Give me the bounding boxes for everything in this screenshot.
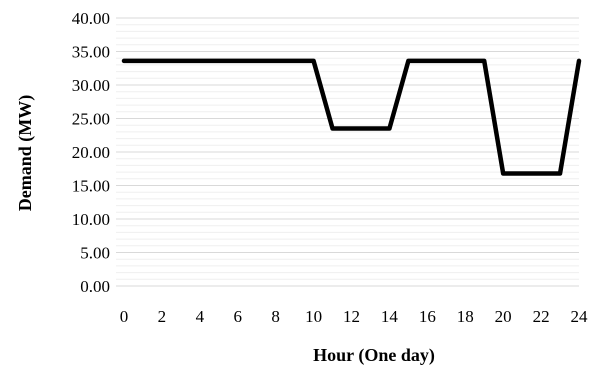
y-tick-label: 0.00 xyxy=(80,277,110,296)
x-axis-ticks: 0 2 4 6 8 10 12 14 16 18 20 22 24 xyxy=(120,307,588,326)
x-tick-label: 2 xyxy=(158,307,167,326)
y-tick-label: 40.00 xyxy=(72,9,110,28)
x-axis-title: Hour (One day) xyxy=(313,345,435,366)
x-tick-label: 6 xyxy=(234,307,243,326)
x-tick-label: 4 xyxy=(196,307,205,326)
x-tick-label: 0 xyxy=(120,307,129,326)
y-axis-title: Demand (MW) xyxy=(15,95,36,211)
x-tick-label: 14 xyxy=(381,307,399,326)
y-tick-label: 30.00 xyxy=(72,76,110,95)
y-tick-label: 20.00 xyxy=(72,143,110,162)
gridlines xyxy=(116,17,579,287)
y-tick-label: 5.00 xyxy=(80,244,110,263)
x-tick-label: 10 xyxy=(305,307,322,326)
x-tick-label: 16 xyxy=(419,307,436,326)
y-tick-label: 35.00 xyxy=(72,43,110,62)
y-axis-ticks: 0.00 5.00 10.00 15.00 20.00 25.00 30.00 35.00 40… xyxy=(72,9,110,296)
x-tick-label: 18 xyxy=(457,307,474,326)
x-tick-label: 8 xyxy=(271,307,280,326)
series-group xyxy=(121,58,582,176)
y-tick-label: 10.00 xyxy=(72,210,110,229)
y-tick-label: 15.00 xyxy=(72,177,110,196)
demand-series-line xyxy=(121,58,582,176)
x-tick-label: 24 xyxy=(571,307,589,326)
x-tick-label: 22 xyxy=(533,307,550,326)
x-tick-label: 20 xyxy=(495,307,512,326)
y-tick-label: 25.00 xyxy=(72,110,110,129)
x-tick-label: 12 xyxy=(343,307,360,326)
